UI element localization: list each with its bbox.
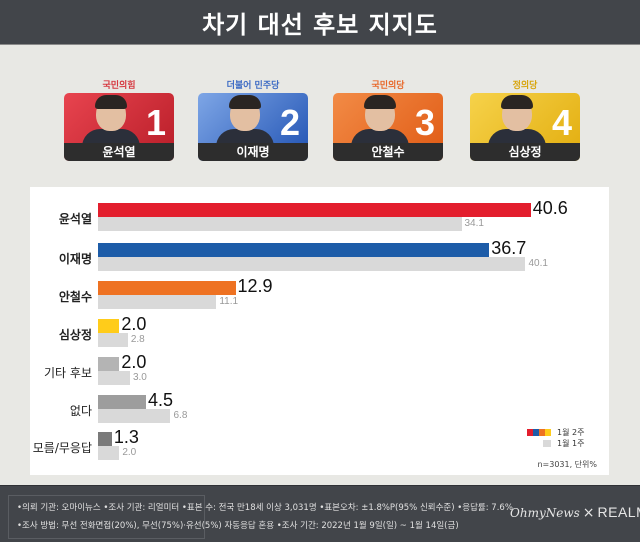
bar-previous bbox=[98, 446, 120, 460]
bar-current bbox=[98, 319, 120, 333]
legend-swatch-previous bbox=[527, 439, 551, 447]
value-current: 2.0 bbox=[121, 352, 147, 372]
candidate-card: 더불어 민주당 2 이재명 bbox=[198, 78, 308, 161]
bar-previous bbox=[98, 409, 171, 423]
category-label: 안철수 bbox=[58, 290, 92, 304]
candidate-photo-card: 3 안철수 bbox=[333, 93, 443, 161]
value-previous: 40.1 bbox=[528, 258, 548, 269]
bar-chart: 윤석열 40.6 34.1 이재명 36.7 40.1 안철수 12.9 11.1 심… bbox=[30, 187, 609, 475]
ohmynews-logo: OhmyNews bbox=[510, 506, 580, 520]
category-label: 모름/무응답 bbox=[32, 441, 92, 455]
candidate-number: 4 bbox=[551, 102, 572, 143]
value-current: 2.0 bbox=[121, 314, 147, 334]
sample-note: n=3031, 단위% bbox=[537, 460, 597, 469]
candidate-number: 2 bbox=[279, 102, 300, 143]
category-label: 심상정 bbox=[58, 328, 92, 342]
candidate-name: 윤석열 bbox=[64, 143, 174, 161]
candidate-card: 국민의당 3 안철수 bbox=[333, 78, 443, 161]
bar-previous bbox=[98, 295, 217, 309]
bar-current bbox=[98, 243, 490, 257]
value-previous: 3.0 bbox=[132, 372, 147, 383]
bar-previous bbox=[98, 257, 526, 271]
bar-current bbox=[98, 281, 236, 295]
chart-row: 기타 후보 2.0 3.0 bbox=[30, 352, 609, 389]
value-current: 40.6 bbox=[532, 198, 568, 218]
legend-item-current: 1월 2주 bbox=[527, 427, 584, 437]
party-name: 국민의당 bbox=[371, 81, 405, 91]
party-name: 정의당 bbox=[512, 81, 538, 91]
value-current: 12.9 bbox=[237, 276, 273, 296]
chart-row: 심상정 2.0 2.8 bbox=[30, 314, 609, 351]
value-previous: 2.8 bbox=[130, 334, 145, 345]
page-title: 차기 대선 후보 지지도 bbox=[202, 10, 438, 39]
candidate-name: 심상정 bbox=[470, 143, 580, 161]
candidate-photo-card: 1 윤석열 bbox=[64, 93, 174, 161]
publisher-logos: OhmyNews×REALMETER bbox=[510, 504, 640, 521]
party-name: 국민의힘 bbox=[102, 81, 136, 91]
candidate-photo bbox=[64, 93, 174, 147]
bar-previous bbox=[98, 371, 130, 385]
cross-icon: × bbox=[582, 505, 595, 521]
category-label: 없다 bbox=[69, 404, 92, 418]
candidate-number: 3 bbox=[414, 102, 435, 143]
value-previous: 34.1 bbox=[464, 218, 484, 229]
party-name: 더불어 민주당 bbox=[226, 81, 280, 91]
header: 차기 대선 후보 지지도 bbox=[0, 0, 640, 45]
survey-info-line-2: •조사 방법: 무선 전화면접(20%), 무선(75%)·유선(5%) 자동응… bbox=[17, 521, 459, 531]
candidate-photo bbox=[198, 93, 308, 147]
value-current: 36.7 bbox=[491, 238, 527, 258]
legend-label-current: 1월 2주 bbox=[557, 427, 585, 437]
bar-current bbox=[98, 357, 120, 371]
bar-previous bbox=[98, 217, 462, 231]
category-label: 윤석열 bbox=[58, 212, 92, 226]
candidate-name: 이재명 bbox=[198, 143, 308, 161]
legend-item-previous: 1월 1주 bbox=[527, 438, 584, 448]
value-current: 4.5 bbox=[147, 390, 173, 410]
chart-row: 이재명 36.7 40.1 bbox=[30, 238, 609, 275]
candidate-photo-card: 2 이재명 bbox=[198, 93, 308, 161]
value-previous: 11.1 bbox=[219, 296, 239, 307]
candidate-photo-card: 4 심상정 bbox=[470, 93, 580, 161]
candidate-card: 국민의힘 1 윤석열 bbox=[64, 78, 174, 161]
value-current: 1.3 bbox=[113, 427, 139, 447]
bar-current bbox=[98, 203, 531, 217]
survey-info-line-1: •의뢰 기관: 오마이뉴스 •조사 기관: 리얼미터 •표본 수: 전국 만18… bbox=[17, 503, 513, 513]
bar-previous bbox=[98, 333, 128, 347]
survey-info-box bbox=[8, 495, 205, 539]
category-label: 이재명 bbox=[58, 252, 92, 266]
value-previous: 2.0 bbox=[122, 447, 137, 458]
realmeter-logo: REALMETER bbox=[597, 504, 640, 520]
chart-row: 없다 4.5 6.8 bbox=[30, 390, 609, 427]
category-label: 기타 후보 bbox=[44, 366, 92, 380]
chart-row: 안철수 12.9 11.1 bbox=[30, 276, 609, 313]
legend-swatch-current bbox=[527, 428, 551, 436]
candidate-number: 1 bbox=[145, 102, 166, 143]
bar-current bbox=[98, 432, 112, 446]
legend-label-previous: 1월 1주 bbox=[557, 438, 585, 448]
footer: •의뢰 기관: 오마이뉴스 •조사 기관: 리얼미터 •표본 수: 전국 만18… bbox=[0, 485, 640, 542]
value-previous: 6.8 bbox=[173, 410, 188, 421]
candidate-photo bbox=[333, 93, 443, 147]
candidate-card: 정의당 4 심상정 bbox=[470, 78, 580, 161]
chart-legend: 1월 2주 1월 1주 bbox=[527, 427, 584, 449]
bar-current bbox=[98, 395, 146, 409]
chart-row: 모름/무응답 1.3 2.0 bbox=[30, 427, 609, 464]
candidate-photo bbox=[470, 93, 580, 147]
candidate-name: 안철수 bbox=[333, 143, 443, 161]
chart-row: 윤석열 40.6 34.1 bbox=[30, 198, 609, 235]
